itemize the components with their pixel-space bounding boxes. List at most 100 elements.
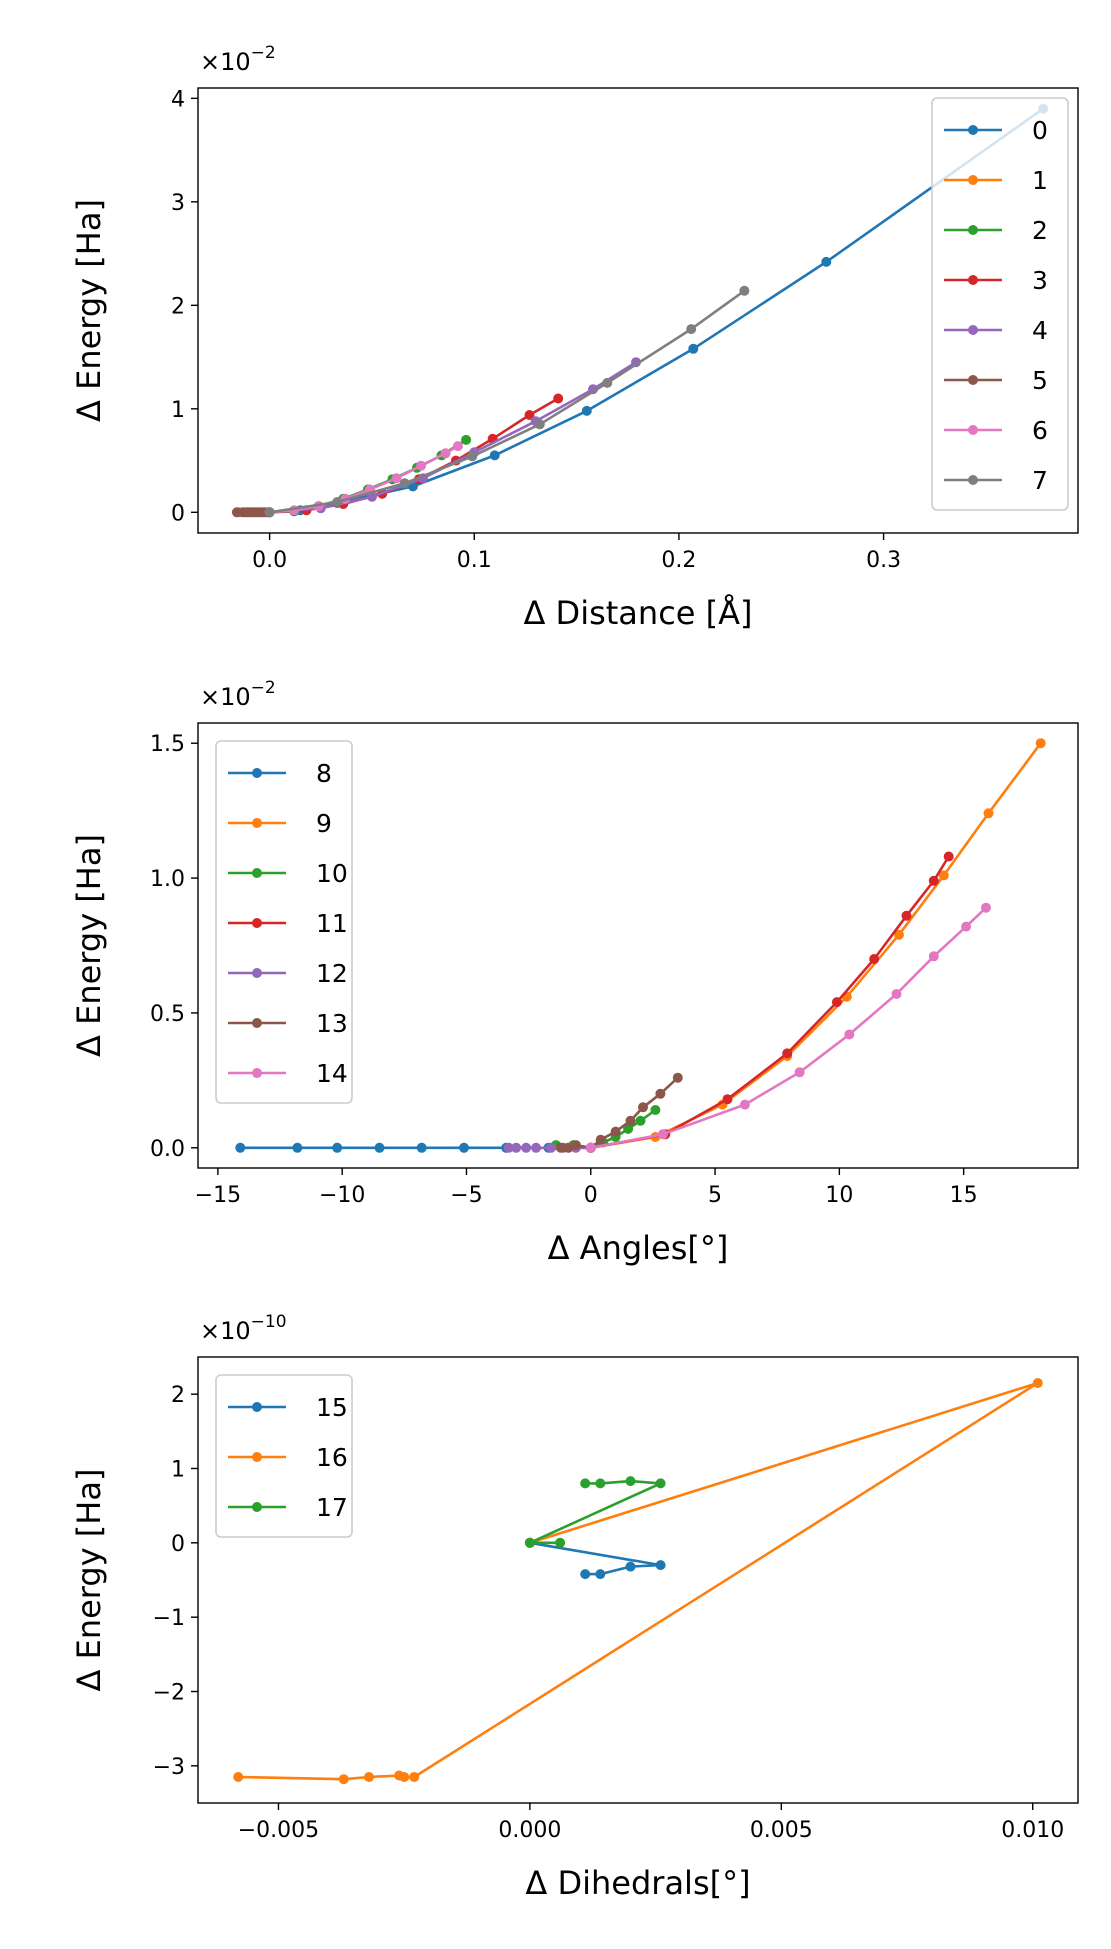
data-point-11 [831, 997, 842, 1008]
x-tick-label: −5 [450, 1183, 482, 1208]
x-tick-label: 0.1 [457, 548, 492, 573]
legend-label-2: 2 [1032, 216, 1048, 245]
data-point-7 [264, 507, 275, 518]
data-point-16 [399, 1772, 410, 1782]
legend-label-8: 8 [316, 759, 332, 788]
data-point-6 [391, 473, 402, 484]
legend-marker-1 [968, 175, 978, 185]
legend-label-12: 12 [316, 959, 348, 988]
data-point-16 [1032, 1378, 1043, 1388]
legend-marker-3 [968, 275, 978, 285]
y-tick-label: 2 [171, 294, 185, 319]
data-point-16 [364, 1772, 374, 1782]
y-tick-label: 2 [171, 1383, 185, 1408]
plot-area [235, 738, 1046, 1153]
y-tick-label: 0 [171, 1532, 185, 1557]
x-axis-title: Δ Angles[°] [548, 1229, 729, 1267]
y-tick-label: −1 [153, 1606, 185, 1631]
x-tick-label: −15 [195, 1183, 241, 1208]
data-point-13 [638, 1102, 648, 1113]
legend-marker-5 [968, 375, 978, 385]
x-tick-label: 0.005 [750, 1818, 813, 1843]
x-tick-label: 0 [584, 1183, 598, 1208]
legend: 8 9 10 11 12 13 14 [215, 740, 353, 1104]
legend-label-11: 11 [316, 909, 348, 938]
data-point-3 [524, 410, 535, 420]
data-point-15 [625, 1561, 636, 1572]
data-point-0 [581, 405, 592, 416]
data-point-0 [688, 343, 699, 354]
data-point-12 [503, 1142, 514, 1153]
x-axis-title: Δ Dihedrals[°] [525, 1864, 750, 1902]
data-point-14 [657, 1129, 668, 1140]
data-point-14 [891, 989, 902, 999]
data-point-17 [625, 1476, 636, 1487]
x-tick-label: 0.010 [1001, 1818, 1064, 1843]
data-point-14 [961, 921, 972, 932]
legend-marker-13 [252, 1018, 262, 1028]
data-point-8 [235, 1142, 246, 1153]
data-point-14 [928, 951, 939, 962]
data-point-11 [943, 851, 954, 862]
data-point-6 [440, 448, 451, 459]
data-point-11 [722, 1094, 733, 1105]
y-tick-label: 1.0 [150, 867, 185, 892]
legend-label-6: 6 [1032, 416, 1048, 445]
legend-marker-17 [252, 1502, 262, 1512]
data-point-9 [938, 870, 949, 881]
legend-label-17: 17 [316, 1493, 348, 1522]
data-point-11 [928, 875, 939, 886]
data-point-7 [467, 451, 478, 462]
y-tick-label: 0.0 [150, 1137, 185, 1162]
series-line-14 [590, 906, 987, 1150]
y-axis-title: Δ Energy [Ha] [70, 1469, 108, 1692]
chart-panel-0: 0.0 0.1 0.2 0.3 0 1 2 3 4 ×10−2 Δ Distance [Å] Δ En… [70, 43, 1079, 632]
y-axis-title: Δ Energy [Ha] [70, 199, 108, 422]
legend-marker-15 [252, 1402, 262, 1412]
data-point-13 [672, 1072, 683, 1083]
data-point-14 [585, 1142, 596, 1153]
data-point-15 [595, 1569, 606, 1580]
legend-marker-16 [252, 1452, 262, 1462]
data-point-6 [452, 441, 463, 452]
data-point-8 [416, 1142, 427, 1153]
series-line-4 [269, 361, 637, 514]
x-axis-title: Δ Distance [Å] [523, 594, 752, 632]
legend-label-3: 3 [1032, 266, 1048, 295]
legend-label-14: 14 [316, 1059, 348, 1088]
data-point-11 [782, 1048, 793, 1059]
data-point-17 [524, 1537, 535, 1548]
data-point-14 [739, 1099, 750, 1110]
x-tick-label: 0.3 [866, 548, 901, 573]
legend-label-4: 4 [1032, 316, 1048, 345]
series-line-0 [269, 107, 1044, 514]
y-tick-label: 4 [171, 87, 185, 112]
data-point-7 [739, 285, 750, 296]
data-point-12 [521, 1142, 532, 1153]
data-point-8 [459, 1142, 469, 1153]
y-tick-label: 1.5 [150, 732, 185, 757]
data-point-14 [794, 1067, 805, 1078]
data-point-7 [602, 377, 613, 388]
scale-multiplier: ×10−10 [200, 1312, 287, 1345]
legend-marker-7 [968, 475, 978, 485]
data-point-17 [555, 1537, 566, 1548]
y-tick-label: 1 [171, 1458, 185, 1483]
x-tick-label: 0.2 [661, 548, 696, 573]
legend-label-16: 16 [316, 1443, 348, 1472]
legend-label-7: 7 [1032, 466, 1048, 495]
x-tick-label: 5 [708, 1183, 722, 1208]
legend-label-10: 10 [316, 859, 348, 888]
data-point-8 [292, 1142, 303, 1153]
data-point-17 [580, 1478, 591, 1489]
legend-marker-10 [252, 868, 262, 878]
x-tick-label: −10 [319, 1183, 365, 1208]
data-point-13 [555, 1142, 566, 1153]
data-point-7 [534, 419, 545, 430]
data-point-0 [821, 256, 832, 267]
data-point-9 [983, 808, 994, 819]
data-point-0 [489, 450, 500, 461]
legend-label-5: 5 [1032, 366, 1048, 395]
y-tick-label: −3 [153, 1755, 185, 1780]
data-point-9 [894, 929, 904, 940]
